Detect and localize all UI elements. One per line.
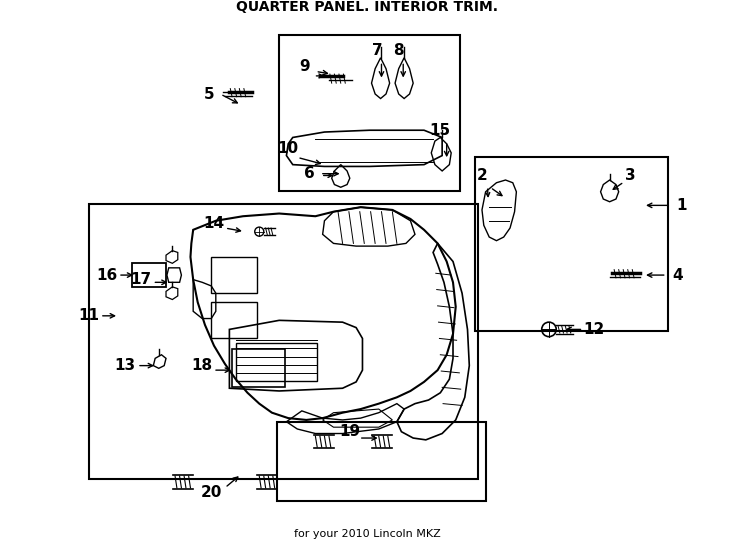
Text: 17: 17 — [130, 272, 151, 287]
Bar — [89, 205, 479, 479]
Text: 13: 13 — [115, 358, 136, 373]
Text: 10: 10 — [277, 141, 299, 156]
Bar — [236, 343, 317, 381]
Bar — [475, 157, 668, 331]
Bar — [131, 264, 166, 287]
Bar — [277, 422, 486, 502]
Bar — [232, 349, 285, 387]
Text: 9: 9 — [299, 59, 310, 75]
Bar — [211, 302, 257, 339]
Text: 12: 12 — [584, 322, 605, 337]
Text: 7: 7 — [371, 43, 382, 58]
Text: 19: 19 — [339, 424, 360, 439]
Bar — [279, 35, 460, 191]
Text: for your 2010 Lincoln MKZ: for your 2010 Lincoln MKZ — [294, 529, 440, 538]
Text: 15: 15 — [430, 123, 451, 138]
Text: 18: 18 — [192, 358, 213, 373]
Bar — [211, 257, 257, 293]
Text: 2: 2 — [476, 168, 487, 183]
Text: 4: 4 — [672, 268, 683, 282]
Text: 16: 16 — [97, 268, 117, 282]
Text: QUARTER PANEL. INTERIOR TRIM.: QUARTER PANEL. INTERIOR TRIM. — [236, 1, 498, 15]
Text: 1: 1 — [677, 198, 687, 213]
Text: 6: 6 — [304, 166, 314, 181]
Text: 3: 3 — [625, 168, 636, 183]
Text: 14: 14 — [203, 216, 225, 231]
Text: 11: 11 — [79, 308, 100, 323]
Text: 8: 8 — [393, 43, 404, 58]
Text: 5: 5 — [204, 86, 215, 102]
Text: 20: 20 — [200, 485, 222, 500]
